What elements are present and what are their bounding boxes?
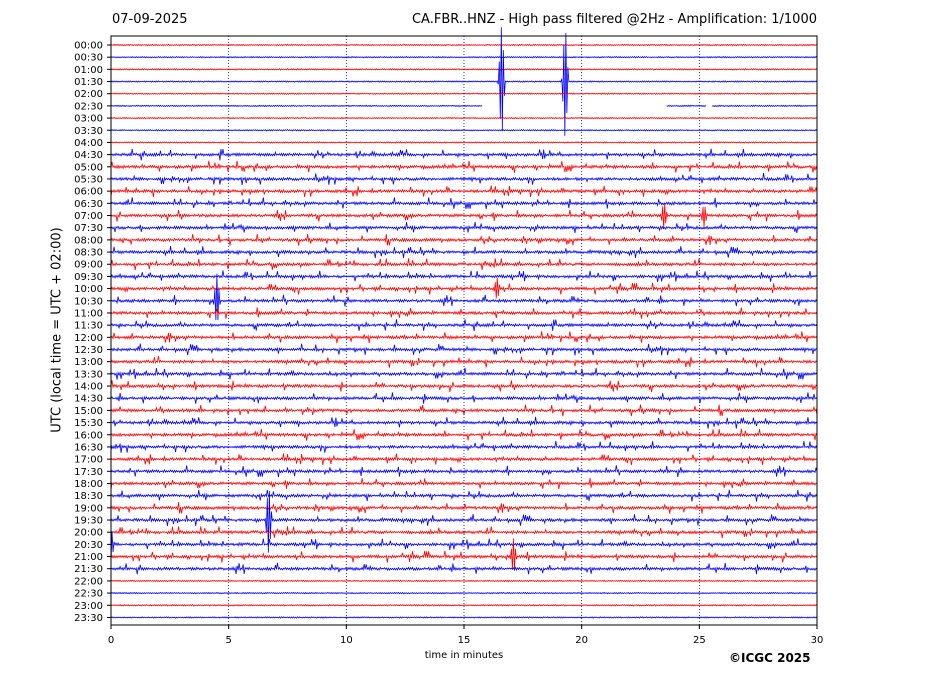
trace-2200: [110, 579, 818, 583]
trace-0530: [110, 172, 818, 185]
y-tick-label: 08:30: [74, 248, 103, 259]
y-tick-label: 15:00: [74, 406, 103, 417]
y-tick-label: 13:30: [74, 369, 103, 380]
copyright-label: ©ICGC 2025: [729, 651, 811, 665]
trace-2130: [110, 562, 818, 575]
trace-1300: [110, 355, 818, 368]
plot-frame: [110, 35, 818, 626]
trace-2030: [110, 531, 818, 563]
x-tick-label: 15: [458, 635, 471, 646]
y-tick-label: 22:00: [74, 576, 103, 587]
trace-1330: [110, 367, 818, 380]
y-tick-label: 09:30: [74, 272, 103, 283]
x-tick-label: 20: [575, 635, 588, 646]
y-tick-label: 18:30: [74, 491, 103, 502]
y-tick-label: 00:00: [74, 41, 103, 52]
y-tick-label: 16:30: [74, 442, 103, 453]
trace-0330: [110, 128, 818, 132]
y-tick-label: 17:30: [74, 467, 103, 478]
y-tick-label: 16:00: [74, 430, 103, 441]
y-tick-label: 02:00: [74, 89, 103, 100]
trace-1000: [110, 277, 818, 299]
y-tick-label: 20:30: [74, 540, 103, 551]
trace-1730: [110, 465, 818, 478]
y-tick-label: 18:00: [74, 479, 103, 490]
trace-2330: [110, 616, 818, 619]
traces-layer: [110, 27, 818, 619]
y-tick-label: 06:30: [74, 199, 103, 210]
trace-1200: [110, 331, 818, 344]
y-tick-label: 02:30: [74, 101, 103, 112]
trace-1630: [110, 440, 818, 453]
y-tick-label: 08:00: [74, 235, 103, 246]
trace-1400: [110, 380, 818, 393]
y-tick-label: 20:00: [74, 528, 103, 539]
trace-0730: [110, 221, 818, 234]
y-tick-label: 10:00: [74, 284, 103, 295]
y-tick-label: 15:30: [74, 418, 103, 429]
date-label: 07-09-2025: [112, 12, 188, 27]
y-tick-label: 03:00: [74, 114, 103, 125]
x-tick-label: 30: [811, 635, 824, 646]
trace-0700: [110, 203, 818, 230]
y-tick-label: 12:00: [74, 333, 103, 344]
x-tick-label: 5: [225, 635, 231, 646]
y-tick-label: 11:00: [74, 308, 103, 319]
y-tick-label: 22:30: [74, 589, 103, 600]
trace-0430: [110, 148, 818, 161]
trace-2230: [110, 591, 818, 595]
x-tick-label: 10: [340, 635, 353, 646]
y-tick-label: 03:30: [74, 126, 103, 137]
trace-0500: [110, 160, 818, 173]
y-tick-label: 07:30: [74, 223, 103, 234]
trace-0830: [110, 246, 818, 259]
y-tick-label: 07:00: [74, 211, 103, 222]
trace-0600: [110, 185, 818, 198]
trace-2100: [110, 538, 818, 570]
y-tick-label: 23:30: [74, 613, 103, 624]
y-tick-label: 04:30: [74, 150, 103, 161]
chart-title: CA.FBR..HNZ - High pass filtered @2Hz - …: [411, 12, 817, 27]
trace-2300: [110, 604, 818, 607]
y-tick-label: 21:30: [74, 564, 103, 575]
y-tick-label: 09:00: [74, 260, 103, 271]
x-tick-label: 25: [693, 635, 706, 646]
x-tick-label: 0: [108, 635, 114, 646]
y-tick-label: 11:30: [74, 321, 103, 332]
y-tick-label: 01:30: [74, 77, 103, 88]
gridlines-layer: [228, 36, 700, 625]
y-tick-label: 19:30: [74, 516, 103, 527]
y-tick-label: 04:00: [74, 138, 103, 149]
y-tick-label: 13:00: [74, 357, 103, 368]
y-tick-label: 12:30: [74, 345, 103, 356]
y-tick-label: 17:00: [74, 455, 103, 466]
y-tick-label: 23:00: [74, 601, 103, 612]
y-tick-label: 10:30: [74, 296, 103, 307]
y-tick-label: 05:00: [74, 162, 103, 173]
y-tick-label: 19:00: [74, 503, 103, 514]
y-tick-label: 14:30: [74, 394, 103, 405]
y-tick-label: 00:30: [74, 53, 103, 64]
y-tick-label: 01:00: [74, 65, 103, 76]
y-tick-label: 14:00: [74, 382, 103, 393]
x-axis-label: time in minutes: [424, 650, 504, 661]
y-tick-label: 21:00: [74, 552, 103, 563]
y-tick-label: 05:30: [74, 174, 103, 185]
y-tick-label: 06:00: [74, 187, 103, 198]
trace-0400: [110, 141, 818, 144]
